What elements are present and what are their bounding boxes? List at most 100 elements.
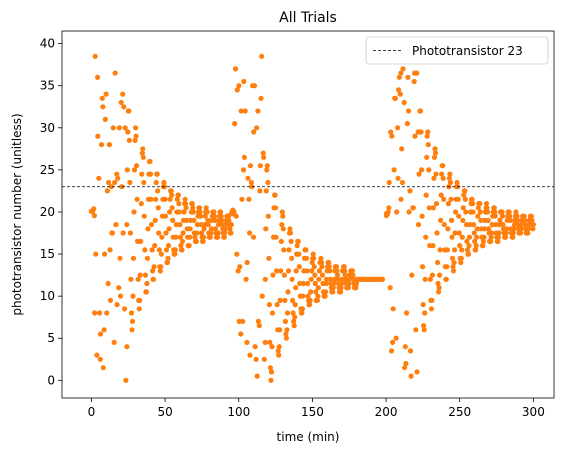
- legend-label: Phototransistor 23: [412, 44, 523, 58]
- data-point: [326, 259, 332, 266]
- data-point: [521, 213, 527, 219]
- data-point: [228, 222, 234, 228]
- data-point: [437, 247, 443, 253]
- data-point: [463, 222, 469, 228]
- data-point: [123, 377, 129, 383]
- data-point: [199, 230, 205, 236]
- data-point: [276, 344, 282, 350]
- data-point: [129, 327, 135, 333]
- data-point: [98, 142, 105, 148]
- data-point: [439, 171, 445, 177]
- data-point: [97, 331, 104, 337]
- data-point: [444, 264, 450, 270]
- data-point: [489, 230, 495, 236]
- data-point: [168, 188, 174, 194]
- data-point: [513, 209, 519, 215]
- data-point: [124, 222, 130, 228]
- data-point: [241, 167, 247, 173]
- data-point: [316, 268, 322, 274]
- data-point: [411, 78, 417, 85]
- data-point: [339, 280, 345, 287]
- data-point: [219, 217, 225, 223]
- data-point: [212, 226, 219, 232]
- data-point: [511, 222, 517, 228]
- data-point: [455, 196, 461, 202]
- data-point: [413, 327, 419, 333]
- data-point: [431, 154, 438, 160]
- data-point: [109, 230, 115, 236]
- data-point: [261, 154, 267, 160]
- data-point: [400, 66, 406, 72]
- data-point: [282, 318, 288, 324]
- data-point: [415, 222, 422, 228]
- data-point: [216, 222, 222, 228]
- data-point: [107, 247, 113, 253]
- data-point: [200, 238, 206, 244]
- y-tick-label: 20: [40, 205, 55, 219]
- data-point: [144, 280, 150, 287]
- y-tick-label: 5: [47, 331, 55, 345]
- data-point: [422, 310, 428, 316]
- data-point: [483, 201, 490, 207]
- legend: Phototransistor 23: [365, 36, 549, 65]
- data-point: [429, 297, 435, 303]
- data-point: [205, 217, 211, 223]
- data-point: [150, 268, 156, 274]
- data-point: [144, 255, 150, 261]
- data-point: [201, 234, 207, 240]
- data-point: [430, 243, 436, 249]
- data-point: [169, 192, 175, 198]
- data-point: [471, 222, 477, 228]
- data-point: [266, 255, 272, 261]
- data-point: [316, 276, 322, 282]
- data-point: [205, 222, 211, 228]
- data-point: [124, 344, 130, 350]
- data-point: [331, 280, 337, 287]
- data-point: [259, 293, 265, 299]
- data-point: [338, 285, 344, 291]
- data-point: [303, 247, 309, 253]
- data-point: [342, 268, 348, 274]
- data-point: [387, 285, 393, 291]
- data-point: [288, 238, 294, 244]
- data-point: [238, 108, 244, 114]
- legend-box: [365, 36, 549, 65]
- y-tick-label: 25: [40, 163, 55, 177]
- data-point: [485, 209, 491, 215]
- data-point: [308, 276, 314, 282]
- data-point: [401, 99, 407, 106]
- data-point: [504, 226, 510, 232]
- data-point: [300, 293, 306, 299]
- data-point: [255, 318, 261, 324]
- data-point: [496, 230, 502, 236]
- data-point: [157, 268, 163, 274]
- x-axis-ticks: 0 50 100 150 200 250 300: [88, 398, 545, 419]
- data-point: [405, 74, 411, 80]
- data-point: [395, 175, 401, 181]
- data-point: [486, 226, 492, 232]
- data-point: [272, 192, 278, 198]
- data-point: [304, 268, 310, 274]
- data-point: [278, 268, 284, 274]
- data-point: [456, 213, 462, 219]
- data-point: [350, 272, 356, 278]
- data-point: [522, 217, 528, 223]
- data-point: [441, 222, 447, 228]
- data-point: [280, 226, 286, 232]
- data-point: [334, 272, 341, 278]
- data-point: [198, 222, 204, 228]
- data-point: [481, 234, 487, 240]
- data-point: [294, 243, 300, 249]
- data-point: [284, 310, 291, 316]
- data-point: [102, 116, 108, 122]
- data-point: [485, 217, 491, 223]
- data-point: [314, 297, 320, 303]
- data-point: [120, 230, 126, 236]
- data-point: [395, 125, 401, 131]
- data-point: [281, 272, 287, 278]
- data-point: [452, 247, 458, 253]
- data-point: [193, 238, 199, 244]
- data-point: [471, 230, 477, 236]
- data-point: [322, 293, 328, 299]
- data-point: [353, 280, 360, 287]
